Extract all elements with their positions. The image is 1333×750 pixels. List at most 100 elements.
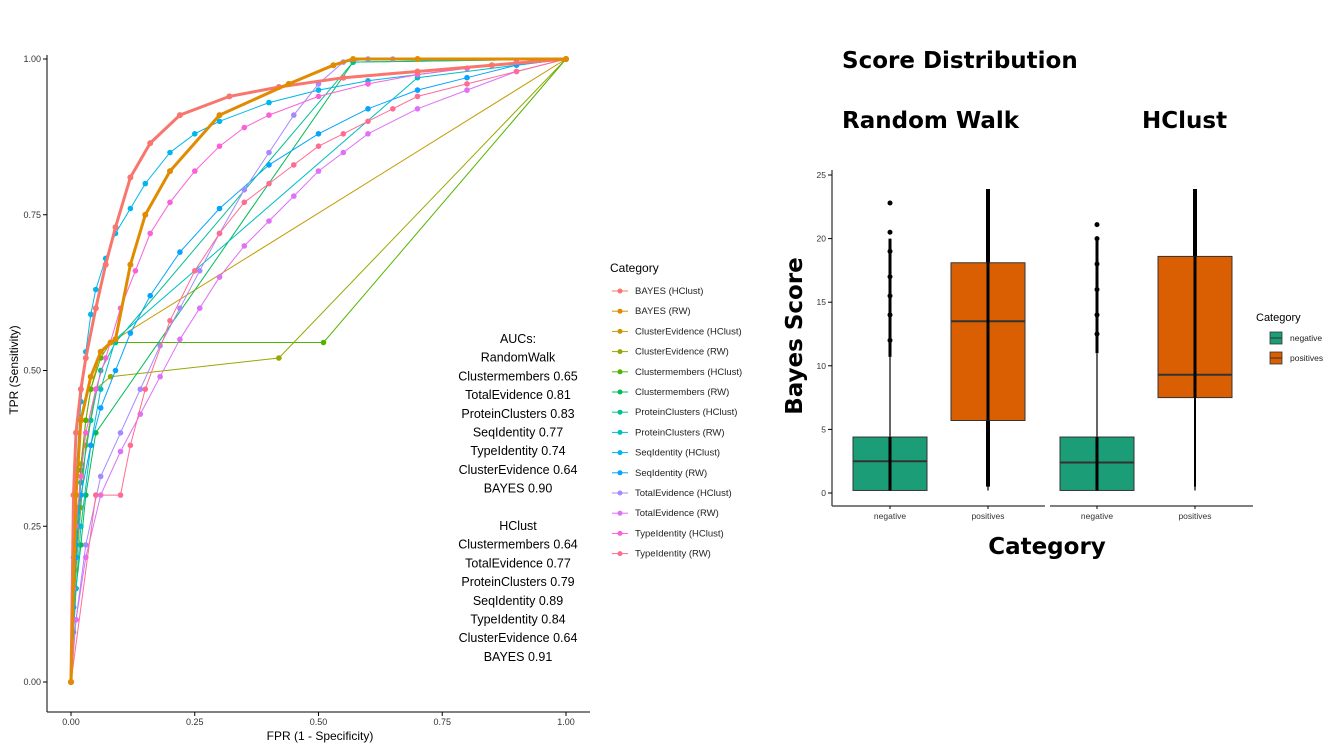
roc-point bbox=[513, 68, 520, 75]
roc-point bbox=[266, 180, 272, 187]
roc-point bbox=[117, 430, 124, 436]
roc-point bbox=[414, 93, 421, 100]
box-legend-label: negative bbox=[1290, 333, 1322, 343]
roc-point bbox=[315, 93, 322, 100]
roc-point bbox=[78, 523, 84, 530]
box-panel-title-hclust: HClust bbox=[1142, 108, 1227, 134]
roc-point bbox=[127, 442, 134, 449]
roc-point bbox=[167, 317, 173, 324]
roc-point bbox=[291, 162, 297, 168]
auc-line: TotalEvidence 0.77 bbox=[465, 556, 571, 570]
roc-point bbox=[192, 268, 198, 274]
roc-point bbox=[192, 131, 198, 137]
roc-ticks: 0.00 0.25 0.50 0.75 1.00 0.00 0.25 0.50 0.75 1.00 bbox=[23, 54, 574, 727]
roc-point bbox=[315, 168, 322, 174]
roc-y-tick-label: 1.00 bbox=[23, 54, 41, 64]
auc-line: ClusterEvidence 0.64 bbox=[459, 631, 578, 645]
roc-legend-key-point bbox=[617, 308, 623, 314]
auc-line: ProteinClusters 0.83 bbox=[461, 407, 574, 421]
auc-line: HClust bbox=[499, 519, 537, 533]
box-chart-title: Score Distribution bbox=[842, 48, 1078, 74]
roc-legend: Category BAYES (HClust) BAYES (RW) Cluster… bbox=[610, 261, 742, 560]
box-legend: Category negative positives bbox=[1256, 312, 1323, 365]
roc-point bbox=[77, 386, 84, 393]
roc-legend-label: ProteinClusters (HClust) bbox=[635, 407, 737, 418]
roc-point bbox=[340, 131, 347, 137]
roc-legend-label: Clustermembers (HClust) bbox=[635, 367, 742, 378]
roc-point bbox=[365, 106, 371, 112]
auc-line: RandomWalk bbox=[481, 351, 556, 365]
roc-x-tick-label: 0.00 bbox=[62, 717, 80, 727]
box-outlier bbox=[887, 337, 893, 343]
roc-point bbox=[97, 348, 104, 355]
roc-series-line bbox=[70, 58, 567, 683]
roc-series bbox=[68, 56, 569, 685]
roc-legend-key-point bbox=[617, 369, 623, 375]
auc-line: TotalEvidence 0.81 bbox=[465, 388, 571, 402]
roc-point bbox=[216, 205, 223, 212]
roc-point bbox=[196, 268, 203, 274]
roc-legend-label: ProteinClusters (RW) bbox=[635, 427, 725, 438]
roc-point bbox=[137, 386, 144, 393]
roc-point bbox=[340, 149, 347, 156]
roc-point bbox=[488, 62, 495, 69]
roc-series bbox=[68, 56, 569, 685]
auc-line: SeqIdentity 0.89 bbox=[473, 594, 563, 608]
roc-point bbox=[414, 68, 421, 75]
roc-legend-key-point bbox=[617, 490, 623, 496]
roc-x-tick-label: 0.75 bbox=[433, 717, 451, 727]
roc-legend-label: BAYES (RW) bbox=[635, 306, 691, 317]
box-y-tick-label: 0 bbox=[821, 488, 826, 498]
roc-point bbox=[266, 99, 272, 106]
roc-point bbox=[177, 336, 183, 343]
roc-point bbox=[176, 112, 183, 119]
box-outlier bbox=[887, 312, 893, 318]
roc-point bbox=[78, 473, 84, 480]
roc-legend-label: TypeIdentity (RW) bbox=[635, 549, 711, 560]
roc-point bbox=[291, 193, 297, 199]
roc-point bbox=[177, 305, 183, 312]
roc-series-line bbox=[70, 58, 567, 683]
roc-x-tick-label: 0.25 bbox=[186, 717, 204, 727]
roc-point bbox=[167, 168, 173, 175]
auc-line: Clustermembers 0.65 bbox=[458, 369, 578, 383]
box-outlier bbox=[1094, 236, 1100, 242]
roc-point bbox=[102, 355, 109, 361]
roc-point bbox=[226, 93, 233, 100]
roc-lines bbox=[68, 56, 569, 685]
roc-legend-label: TotalEvidence (HClust) bbox=[635, 488, 732, 499]
box-panel-title-random-walk: Random Walk bbox=[842, 108, 1020, 134]
roc-point bbox=[241, 243, 248, 249]
roc-point bbox=[73, 429, 79, 436]
roc-point bbox=[93, 492, 99, 498]
roc-point bbox=[112, 367, 119, 374]
box-outlier bbox=[1094, 261, 1100, 267]
roc-point bbox=[157, 373, 163, 380]
roc-point bbox=[73, 616, 79, 623]
box-positives bbox=[1157, 188, 1233, 491]
box-legend-title: Category bbox=[1256, 312, 1301, 324]
roc-point bbox=[102, 261, 109, 268]
roc-point bbox=[88, 442, 94, 449]
roc-point bbox=[266, 218, 272, 224]
roc-point bbox=[285, 80, 292, 87]
roc-legend-label: TypeIdentity (HClust) bbox=[635, 528, 724, 539]
box-y-axis-label: Bayes Score bbox=[782, 257, 808, 415]
roc-point bbox=[464, 81, 470, 87]
roc-point bbox=[216, 274, 223, 280]
box-x-tick-label: positives bbox=[1178, 511, 1211, 521]
roc-point bbox=[77, 417, 84, 424]
roc-point bbox=[315, 143, 322, 149]
roc-y-tick-label: 0.50 bbox=[23, 366, 41, 376]
roc-series bbox=[68, 56, 569, 685]
roc-point bbox=[107, 339, 114, 346]
roc-point bbox=[167, 149, 173, 156]
roc-point bbox=[464, 74, 470, 81]
roc-y-tick-label: 0.00 bbox=[23, 677, 41, 687]
roc-point bbox=[97, 473, 104, 480]
roc-x-tick-label: 0.50 bbox=[310, 717, 328, 727]
roc-point bbox=[464, 87, 470, 93]
roc-point bbox=[82, 355, 89, 361]
roc-point bbox=[291, 112, 297, 118]
box-y-tick-label: 10 bbox=[817, 361, 827, 371]
